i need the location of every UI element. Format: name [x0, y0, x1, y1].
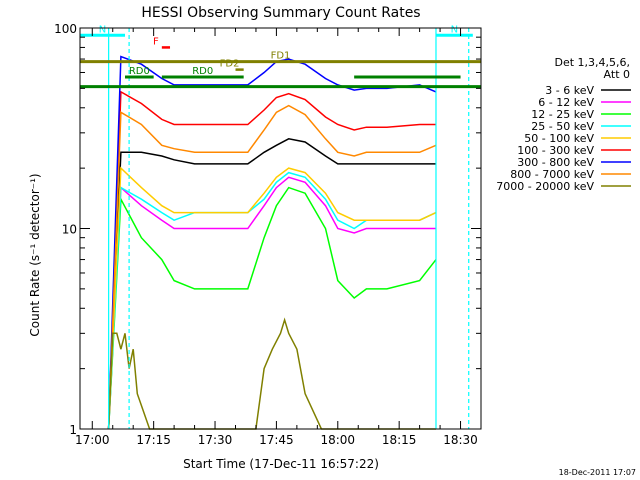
series-line-5	[107, 90, 436, 430]
legend-label-7: 800 - 7000 keV	[510, 168, 594, 181]
axes: 17:00 17:15 17:30 17:45 18:00 18:15 18:30 1 10 10…	[54, 22, 482, 447]
series-line-1	[107, 176, 436, 430]
annotation-label-3: FD1	[271, 51, 291, 62]
legend-label-3: 25 - 50 keV	[531, 120, 594, 133]
annotation-label-4: FD2	[220, 59, 240, 70]
x-tick-label-0: 17:00	[75, 433, 110, 447]
x-tick-label-3: 17:45	[259, 433, 294, 447]
x-tick-label-1: 17:15	[136, 433, 171, 447]
annotation-label-1: N	[451, 24, 458, 35]
legend-label-2: 12 - 25 keV	[531, 108, 594, 121]
y-tick-label-2: 100	[54, 22, 77, 36]
x-tick-label-5: 18:15	[382, 433, 417, 447]
annotation-label-6: RD0	[192, 66, 213, 77]
legend-subtitle: Att 0	[604, 68, 630, 81]
legend-label-1: 6 - 12 keV	[538, 96, 594, 109]
y-axis-label: Count Rate (s⁻¹ detector⁻¹)	[28, 173, 42, 336]
annotation-label-2: F	[153, 36, 159, 47]
series-line-4	[107, 166, 437, 430]
series-line-7	[107, 104, 437, 430]
x-axis-label: Start Time (17-Dec-11 16:57:22)	[183, 457, 379, 471]
plot-area: N N F FD1 FD2 RD0 RD0	[80, 24, 481, 430]
x-tick-label-2: 17:30	[198, 433, 233, 447]
legend-label-8: 7000 - 20000 keV	[496, 180, 594, 193]
x-tick-label-6: 18:30	[443, 433, 478, 447]
legend-label-6: 300 - 800 keV	[517, 156, 594, 169]
legend-label-5: 100 - 300 keV	[517, 144, 594, 157]
render-timestamp: 18-Dec-2011 17:07	[559, 468, 636, 477]
legend-label-0: 3 - 6 keV	[545, 84, 594, 97]
x-tick-label-4: 18:00	[320, 433, 355, 447]
y-tick-label-0: 1	[69, 423, 77, 437]
series-line-2	[107, 186, 437, 430]
legend-title: Det 1,3,4,5,6,	[554, 56, 630, 69]
legend-label-4: 50 - 100 keV	[524, 132, 594, 145]
y-tick-label-1: 10	[62, 223, 77, 237]
annotation-label-0: N	[99, 24, 106, 35]
series-line-0	[107, 138, 436, 430]
annotation-label-5: RD0	[129, 66, 150, 77]
chart-title: HESSI Observing Summary Count Rates	[141, 5, 420, 21]
